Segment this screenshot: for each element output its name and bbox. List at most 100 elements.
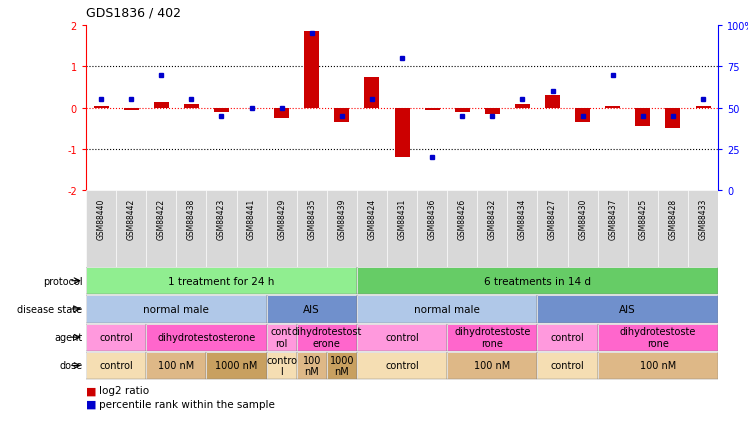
Bar — [266, 352, 297, 379]
Bar — [236, 191, 266, 267]
Text: dose: dose — [59, 361, 82, 371]
Bar — [334, 108, 349, 123]
Text: contro
l: contro l — [266, 355, 297, 376]
Bar — [86, 324, 146, 351]
Bar — [297, 352, 327, 379]
Bar — [327, 352, 357, 379]
Bar — [214, 108, 229, 112]
Text: 6 treatments in 14 d: 6 treatments in 14 d — [484, 276, 591, 286]
Bar — [598, 352, 718, 379]
Bar — [297, 191, 327, 267]
Bar — [447, 191, 477, 267]
Bar — [515, 105, 530, 108]
Bar — [357, 352, 447, 379]
Text: GSM88433: GSM88433 — [699, 199, 708, 240]
Text: GSM88440: GSM88440 — [96, 199, 105, 240]
Bar — [628, 191, 658, 267]
Bar — [94, 106, 108, 108]
Text: GSM88429: GSM88429 — [278, 199, 286, 240]
Bar — [447, 352, 538, 379]
Bar — [598, 324, 718, 351]
Text: disease state: disease state — [17, 304, 82, 314]
Text: GSM88424: GSM88424 — [367, 199, 376, 240]
Text: 100 nM: 100 nM — [158, 361, 194, 371]
Bar — [364, 78, 379, 108]
Bar — [266, 324, 297, 351]
Text: control: control — [551, 332, 584, 342]
Bar — [146, 324, 266, 351]
Text: GSM88427: GSM88427 — [548, 199, 557, 240]
Text: 100 nM: 100 nM — [474, 361, 510, 371]
Bar — [538, 352, 598, 379]
Bar — [146, 324, 266, 351]
Text: protocol: protocol — [43, 276, 82, 286]
Bar — [387, 191, 417, 267]
Bar — [266, 296, 357, 323]
Text: 100 nM: 100 nM — [640, 361, 676, 371]
Bar — [146, 191, 177, 267]
Bar — [598, 352, 718, 379]
Bar — [575, 108, 590, 123]
Text: control: control — [385, 332, 419, 342]
Bar — [86, 324, 146, 351]
Text: GSM88434: GSM88434 — [518, 199, 527, 240]
Text: percentile rank within the sample: percentile rank within the sample — [99, 399, 275, 408]
Text: control: control — [99, 332, 133, 342]
Bar — [666, 108, 681, 129]
Bar — [154, 102, 169, 108]
Bar — [86, 267, 357, 295]
Bar — [688, 191, 718, 267]
Bar — [447, 352, 538, 379]
Bar — [266, 324, 297, 351]
Bar — [598, 324, 718, 351]
Bar — [568, 191, 598, 267]
Text: GSM88439: GSM88439 — [337, 199, 346, 240]
Bar — [598, 191, 628, 267]
Text: 1000 nM: 1000 nM — [215, 361, 258, 371]
Bar — [538, 296, 718, 323]
Bar — [304, 32, 319, 108]
Bar — [357, 324, 447, 351]
Text: dihydrotestost
erone: dihydrotestost erone — [292, 327, 362, 348]
Bar — [266, 296, 357, 323]
Bar — [297, 324, 357, 351]
Bar — [86, 352, 146, 379]
Bar — [86, 191, 116, 267]
Bar — [206, 352, 266, 379]
Bar — [357, 324, 447, 351]
Bar — [146, 352, 206, 379]
Text: AIS: AIS — [619, 304, 636, 314]
Text: control: control — [99, 361, 133, 371]
Bar — [357, 267, 718, 295]
Bar — [485, 108, 500, 115]
Text: control: control — [385, 361, 419, 371]
Text: GSM88430: GSM88430 — [578, 199, 587, 240]
Bar — [327, 191, 357, 267]
Bar — [447, 324, 538, 351]
Text: GDS1836 / 402: GDS1836 / 402 — [86, 7, 181, 20]
Bar — [447, 324, 538, 351]
Text: GSM88437: GSM88437 — [608, 199, 617, 240]
Bar — [507, 191, 538, 267]
Bar — [538, 352, 598, 379]
Text: GSM88423: GSM88423 — [217, 199, 226, 240]
Text: GSM88432: GSM88432 — [488, 199, 497, 240]
Text: agent: agent — [54, 332, 82, 342]
Bar — [177, 191, 206, 267]
Text: 100
nM: 100 nM — [303, 355, 321, 376]
Bar — [266, 191, 297, 267]
Text: dihydrotestoste
rone: dihydrotestoste rone — [454, 327, 530, 348]
Bar — [297, 352, 327, 379]
Bar — [605, 106, 620, 108]
Text: log2 ratio: log2 ratio — [99, 386, 150, 395]
Bar — [206, 352, 266, 379]
Bar — [123, 108, 138, 111]
Bar — [394, 108, 410, 158]
Bar — [274, 108, 289, 119]
Bar — [696, 106, 711, 108]
Bar — [86, 296, 266, 323]
Text: GSM88422: GSM88422 — [157, 199, 166, 240]
Text: GSM88436: GSM88436 — [428, 199, 437, 240]
Bar — [116, 191, 146, 267]
Bar — [86, 267, 357, 295]
